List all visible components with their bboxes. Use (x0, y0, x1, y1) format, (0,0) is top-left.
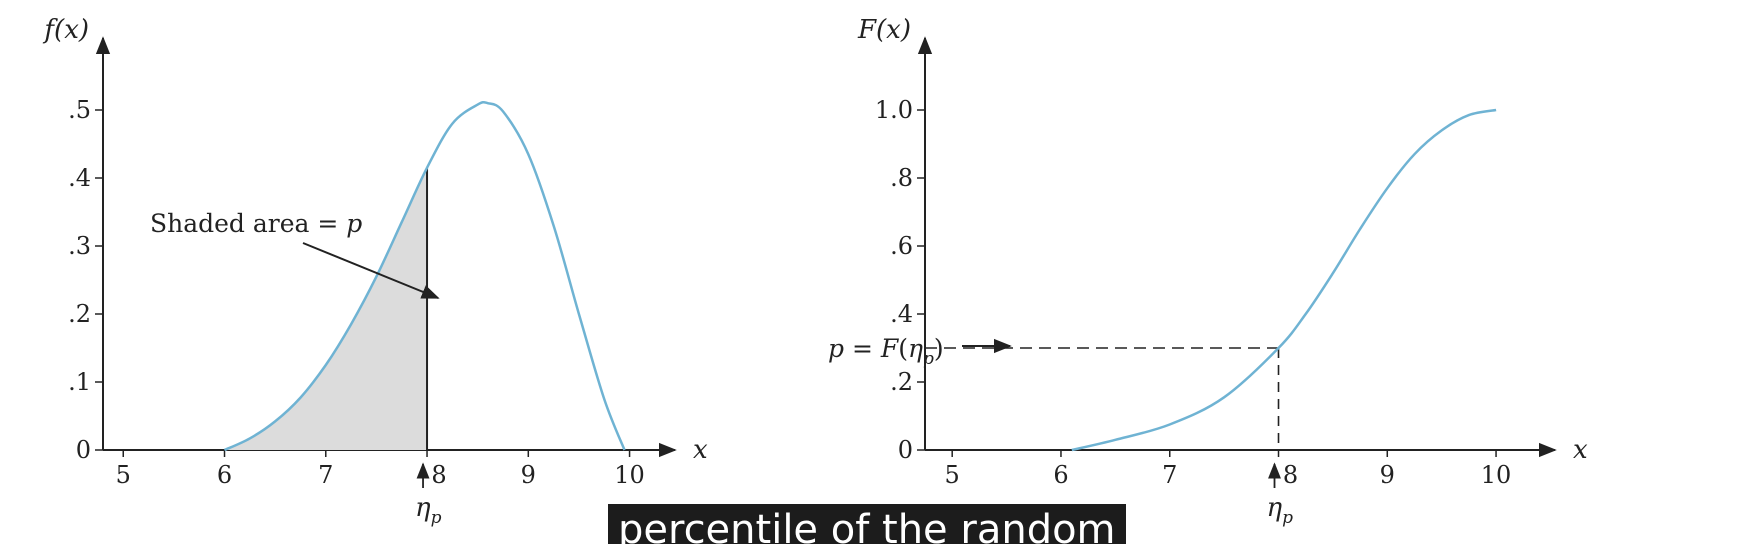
x-tick-label: 9 (521, 461, 536, 489)
y-tick-label: .2 (890, 368, 913, 396)
subtitle-caption: percentile of the random (608, 504, 1126, 544)
y-tick-label: .1 (68, 368, 91, 396)
annotation-arrow (302, 242, 440, 299)
y-tick-label: 0 (76, 436, 91, 464)
y-tick-label: 0 (898, 436, 913, 464)
density-curve (223, 100, 626, 452)
x-tick-label: 10 (614, 461, 645, 489)
x-tick-label: 7 (318, 461, 333, 489)
x-tick-label: 5 (116, 461, 131, 489)
y-tick-label: .2 (68, 300, 91, 328)
pdf-chart: 5 6 7 8 9 10 0 .1 .2 .3 .4 .5 f(x) x Shaded area = p ηp (42, 15, 708, 528)
shaded-area-annotation: Shaded area = p (150, 209, 362, 238)
cdf-curve (1071, 108, 1497, 452)
percentile-label: ηp (1267, 493, 1294, 528)
x-axis-title: x (693, 435, 708, 465)
cdf-chart: 5 6 7 8 9 10 0 .2 .4 .6 .8 1.0 F(x) x p = F(ηp) ηp (828, 15, 1588, 528)
percentile-label: ηp (415, 493, 442, 528)
x-axis-title: x (1573, 435, 1588, 465)
y-tick-label: .4 (68, 164, 91, 192)
x-tick-label: 10 (1481, 461, 1512, 489)
y-tick-label: .5 (68, 96, 91, 124)
x-tick-label: 8 (1283, 461, 1298, 489)
y-tick-label: .6 (890, 232, 913, 260)
y-axis-title: f(x) (42, 15, 89, 45)
chart-canvas: 5 6 7 8 9 10 0 .1 .2 .3 .4 .5 f(x) x Shaded area = p ηp… (42, 15, 1588, 528)
y-tick-label: .8 (890, 164, 913, 192)
x-tick-label: 6 (217, 461, 232, 489)
slide: 5 6 7 8 9 10 0 .1 .2 .3 .4 .5 f(x) x Shaded area = p ηp… (42, 15, 1588, 544)
y-tick-label: 1.0 (875, 96, 913, 124)
y-tick-label: .4 (890, 300, 913, 328)
x-tick-label: 9 (1380, 461, 1395, 489)
x-tick-label: 7 (1162, 461, 1177, 489)
x-tick-label: 8 (431, 461, 446, 489)
x-tick-label: 6 (1053, 461, 1068, 489)
y-tick-label: .3 (68, 232, 91, 260)
shaded-area (224, 167, 427, 451)
y-axis-title: F(x) (857, 15, 911, 45)
p-equals-f-eta-annotation: p = F(ηp) (828, 334, 944, 369)
x-tick-label: 5 (945, 461, 960, 489)
